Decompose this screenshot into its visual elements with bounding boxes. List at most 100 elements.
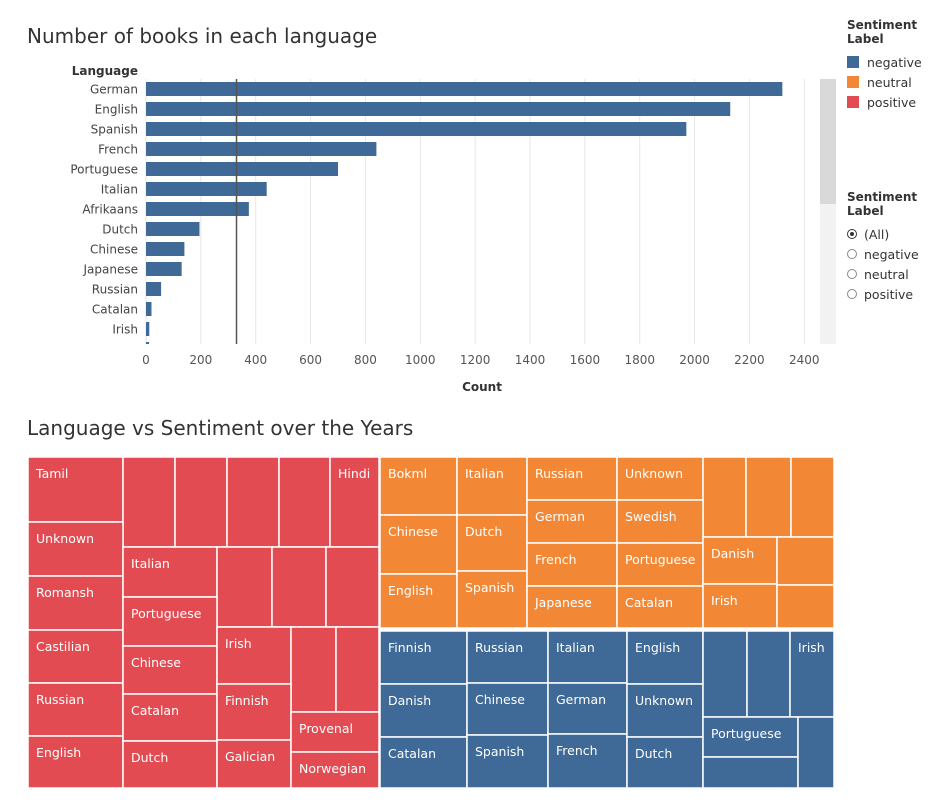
radio-button[interactable]	[847, 269, 857, 279]
bar[interactable]	[146, 102, 731, 116]
treemap-cell[interactable]	[745, 456, 792, 538]
treemap-cell[interactable]	[702, 630, 748, 718]
treemap-cell-label: Italian	[556, 640, 595, 655]
treemap-cell[interactable]: Castilian	[27, 629, 124, 684]
legend-item-negative[interactable]: negative	[847, 52, 944, 72]
treemap-cell-label: German	[556, 692, 606, 707]
treemap-cell[interactable]	[216, 546, 273, 628]
treemap-cell[interactable]: Italian	[122, 546, 218, 598]
radio-button[interactable]	[847, 289, 857, 299]
treemap-cell[interactable]: English	[27, 735, 124, 789]
treemap-cell[interactable]: Spanish	[466, 734, 549, 789]
treemap-cell[interactable]	[325, 546, 380, 628]
filter-option-all[interactable]: (All)	[847, 224, 944, 244]
treemap-cell[interactable]	[122, 456, 176, 548]
treemap-cell-label: Italian	[131, 556, 170, 571]
treemap-cell[interactable]: Finnish	[379, 630, 468, 685]
treemap-cell-label: Japanese	[534, 595, 592, 610]
treemap-cell[interactable]: Japanese	[526, 585, 618, 629]
legend-item-positive[interactable]: positive	[847, 92, 944, 112]
treemap-cell[interactable]: Portuguese	[616, 542, 704, 587]
treemap-cell[interactable]: Italian	[456, 456, 528, 516]
treemap-cell[interactable]: Irish	[789, 630, 835, 718]
treemap-cell[interactable]	[174, 456, 228, 548]
bar[interactable]	[146, 282, 162, 296]
treemap-cell[interactable]	[271, 546, 327, 628]
treemap-cell[interactable]	[335, 626, 380, 713]
treemap-cell-label: Catalan	[388, 746, 436, 761]
bar[interactable]	[146, 142, 377, 156]
bar[interactable]	[146, 262, 182, 276]
treemap-cell[interactable]: Swedish	[616, 499, 704, 544]
treemap-cell[interactable]: Catalan	[616, 585, 704, 629]
treemap-cell[interactable]: Portuguese	[702, 716, 799, 758]
treemap-cell-label: Hindi	[338, 466, 370, 481]
radio-button[interactable]	[847, 229, 857, 239]
treemap-cell[interactable]: Catalan	[379, 736, 468, 789]
treemap-cell[interactable]	[776, 584, 835, 629]
bar[interactable]	[146, 182, 267, 196]
radio-button[interactable]	[847, 249, 857, 259]
x-tick-label: 400	[244, 353, 267, 367]
treemap-cell[interactable]: Russian	[466, 630, 549, 684]
treemap-cell[interactable]: Unknown	[626, 683, 704, 738]
treemap-cell[interactable]: Danish	[379, 683, 468, 738]
treemap-cell[interactable]: German	[547, 682, 628, 735]
treemap-cell[interactable]: English	[379, 573, 458, 629]
treemap-cell[interactable]	[790, 456, 835, 538]
treemap-cell[interactable]: Tamil	[27, 456, 124, 523]
treemap-cell[interactable]: Chinese	[122, 645, 218, 695]
treemap-cell[interactable]: Spanish	[456, 570, 528, 629]
filter-option-negative[interactable]: negative	[847, 244, 944, 264]
treemap-cell[interactable]: English	[626, 630, 704, 685]
treemap-cell[interactable]: Dutch	[626, 736, 704, 789]
x-tick-label: 1400	[515, 353, 546, 367]
treemap-cell[interactable]: French	[526, 542, 618, 587]
treemap-cell[interactable]	[290, 626, 337, 713]
bar[interactable]	[146, 222, 200, 236]
treemap-cell[interactable]	[797, 716, 835, 789]
treemap-cell[interactable]	[226, 456, 280, 548]
treemap-cell[interactable]: Dutch	[122, 740, 218, 789]
treemap-cell[interactable]: Dutch	[456, 514, 528, 572]
treemap-cell[interactable]: Portuguese	[122, 596, 218, 647]
treemap-cell[interactable]: German	[526, 499, 618, 544]
filter-option-neutral[interactable]: neutral	[847, 264, 944, 284]
bar[interactable]	[146, 82, 783, 96]
treemap-cell[interactable]	[776, 536, 835, 586]
bar[interactable]	[146, 202, 249, 216]
treemap-cell[interactable]: Bokml	[379, 456, 458, 516]
treemap-cell[interactable]: Unknown	[27, 521, 124, 577]
treemap-cell[interactable]: Hindi	[329, 456, 380, 548]
treemap-cell[interactable]: Norwegian	[290, 751, 380, 789]
treemap-cell[interactable]	[746, 630, 791, 718]
legend-item-neutral[interactable]: neutral	[847, 72, 944, 92]
treemap-cell[interactable]: Chinese	[466, 682, 549, 736]
treemap-cell[interactable]	[278, 456, 331, 548]
treemap-cell[interactable]: Finnish	[216, 683, 292, 741]
bar[interactable]	[146, 322, 150, 336]
treemap-cell[interactable]: Romansh	[27, 575, 124, 631]
treemap-cell[interactable]	[702, 756, 799, 789]
treemap-cell[interactable]: Russian	[526, 456, 618, 501]
bar[interactable]	[146, 302, 152, 316]
treemap-cell[interactable]: Provenal	[290, 711, 380, 753]
treemap-cell[interactable]: Unknown	[616, 456, 704, 501]
treemap-cell[interactable]: Galician	[216, 739, 292, 789]
treemap-cell[interactable]: Irish	[216, 626, 292, 685]
treemap-cell-label: Chinese	[131, 655, 181, 670]
treemap-cell[interactable]	[702, 456, 747, 538]
scrollbar-thumb[interactable]	[820, 79, 836, 204]
treemap-cell[interactable]: Danish	[702, 536, 778, 585]
treemap-cell-label: French	[556, 743, 598, 758]
treemap-cell[interactable]: French	[547, 733, 628, 789]
treemap-cell[interactable]: Italian	[547, 630, 628, 684]
bar[interactable]	[146, 122, 687, 136]
bar[interactable]	[146, 242, 185, 256]
treemap-cell[interactable]: Catalan	[122, 693, 218, 742]
treemap-cell[interactable]: Irish	[702, 583, 778, 629]
treemap-cell[interactable]: Chinese	[379, 514, 458, 575]
bar[interactable]	[146, 162, 338, 176]
treemap-cell[interactable]: Russian	[27, 682, 124, 737]
filter-option-positive[interactable]: positive	[847, 284, 944, 304]
